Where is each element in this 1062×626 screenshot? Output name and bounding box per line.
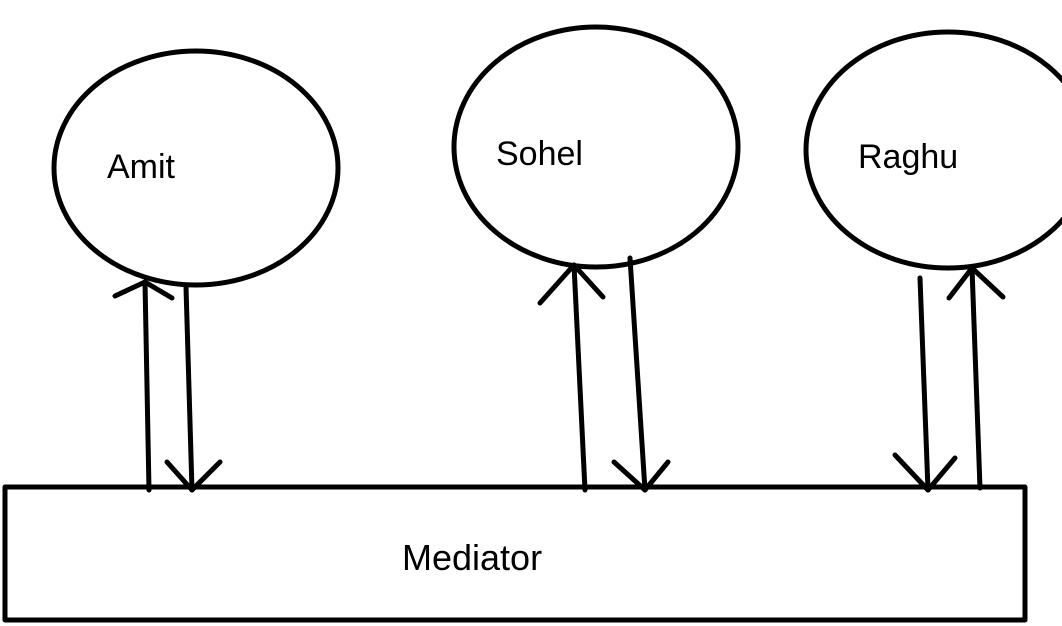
node-sohel-circle — [451, 24, 741, 270]
arrow-raghu-to-mediator-shaft — [917, 275, 931, 493]
arrow-mediator-to-amit — [112, 279, 175, 493]
arrow-sohel-to-mediator-shaft — [627, 255, 648, 493]
arrow-mediator-to-raghu-shaft — [969, 265, 983, 491]
node-sohel-label: Sohel — [496, 135, 583, 173]
arrow-amit-to-mediator-shaft — [183, 284, 195, 493]
arrow-mediator-to-raghu — [946, 265, 1006, 491]
node-amit-circle — [51, 48, 341, 288]
node-amit: Amit — [51, 48, 341, 288]
node-amit-label: Amit — [107, 148, 176, 186]
arrow-raghu-to-mediator — [892, 275, 958, 493]
arrow-raghu-to-mediator-head — [892, 452, 958, 493]
mediator-box: Mediator — [2, 484, 1028, 623]
arrow-mediator-to-raghu-head — [946, 265, 1006, 301]
node-raghu-circle — [803, 29, 1062, 271]
arrow-mediator-to-sohel-head — [537, 262, 606, 306]
arrow-mediator-to-sohel-shaft — [571, 262, 588, 493]
arrow-sohel-to-mediator — [611, 255, 671, 493]
arrow-mediator-to-sohel — [537, 262, 606, 493]
node-raghu-label: Raghu — [858, 138, 958, 176]
arrow-amit-to-mediator — [164, 284, 223, 493]
arrow-amit-to-mediator-head — [164, 459, 223, 493]
arrow-mediator-to-amit-shaft — [142, 279, 152, 493]
node-sohel: Sohel — [451, 24, 741, 270]
arrow-mediator-to-amit-head — [112, 279, 175, 301]
arrow-sohel-to-mediator-head — [611, 459, 671, 493]
mediator-rect — [2, 484, 1028, 623]
node-raghu: Raghu — [803, 29, 1062, 271]
mediator-label: Mediator — [402, 537, 542, 578]
